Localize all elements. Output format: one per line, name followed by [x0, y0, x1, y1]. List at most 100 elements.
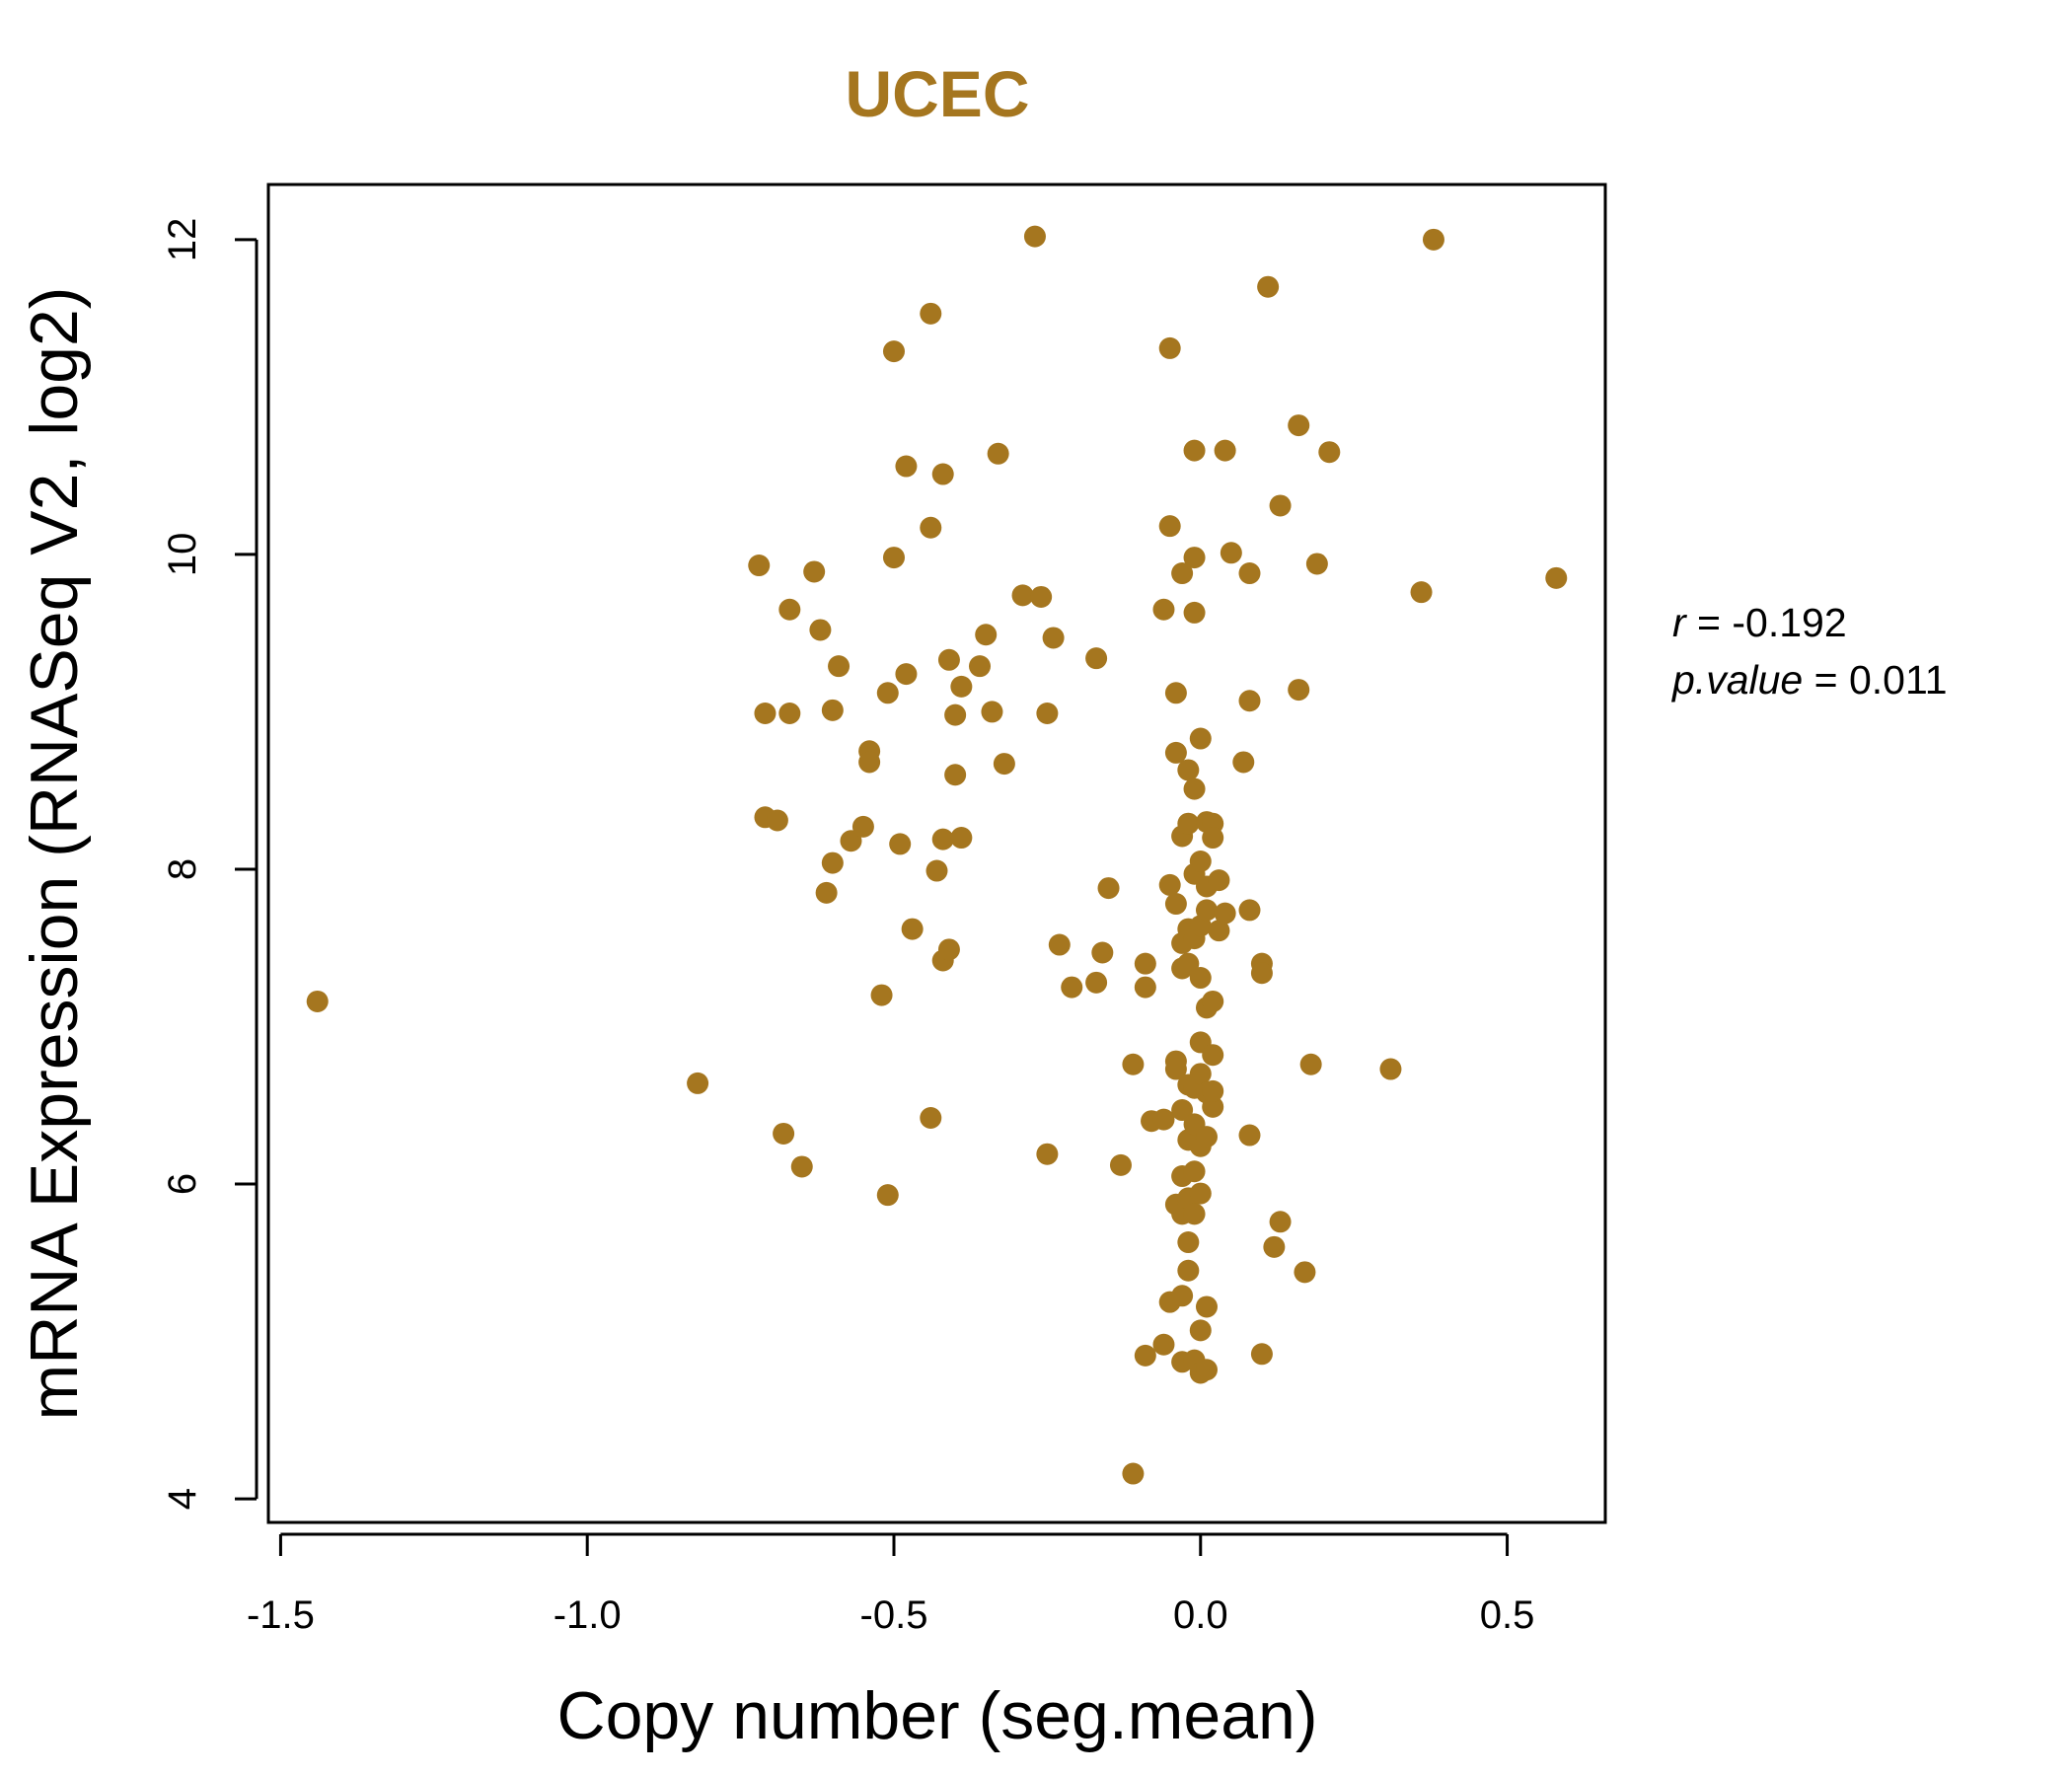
data-points [306, 225, 1568, 1485]
data-point [1158, 873, 1181, 896]
data-point [1214, 439, 1236, 462]
data-point [1158, 515, 1181, 538]
data-point [1036, 1143, 1059, 1165]
data-point [815, 881, 838, 904]
data-point [687, 1072, 709, 1094]
data-point [1036, 703, 1059, 725]
data-point [1189, 967, 1212, 990]
data-point [1202, 990, 1224, 1012]
data-point [920, 516, 942, 539]
data-point [944, 703, 967, 726]
data-point [1238, 690, 1261, 712]
data-point [1214, 902, 1236, 925]
data-point [1085, 971, 1108, 994]
data-point [1545, 566, 1568, 589]
data-point [1171, 562, 1194, 585]
data-point [937, 938, 960, 961]
data-point [1208, 869, 1230, 892]
data-point [1152, 598, 1175, 621]
y-tick-label: 8 [161, 858, 204, 880]
data-point [828, 655, 851, 678]
data-point [1177, 952, 1200, 975]
plot-frame [266, 183, 1607, 1524]
data-point [1269, 1211, 1292, 1233]
data-point [821, 851, 844, 874]
data-point [1030, 585, 1053, 608]
correlation-stats: r = -0.192 p.value = 0.011 [1670, 600, 1948, 703]
data-point [950, 675, 973, 698]
data-point [1195, 1359, 1218, 1381]
y-tick-label: 12 [161, 218, 204, 262]
data-point [1202, 827, 1224, 850]
data-point [858, 751, 881, 774]
data-point [1152, 1333, 1175, 1356]
data-point [840, 830, 862, 852]
data-point [1048, 933, 1071, 956]
data-point [1195, 1126, 1218, 1148]
data-point [1152, 1108, 1175, 1131]
data-point [920, 302, 942, 325]
data-point [944, 764, 967, 786]
x-axis: -1.5 -1.0 -0.5 0.0 0.5 [247, 1532, 1535, 1637]
x-tick-label: -1.0 [554, 1593, 622, 1637]
data-point [1202, 1044, 1224, 1067]
data-point [1097, 877, 1120, 900]
data-point [870, 984, 893, 1006]
data-point [1011, 584, 1034, 607]
data-point [1250, 1343, 1273, 1366]
data-point [748, 555, 771, 577]
data-point [1183, 547, 1206, 569]
r-statistic: r = -0.192 [1672, 600, 1847, 645]
chart-title: UCEC [845, 57, 1029, 130]
data-point [1208, 920, 1230, 942]
data-point [1023, 225, 1046, 248]
data-point [876, 682, 899, 704]
data-point [895, 663, 918, 686]
data-point [1171, 1099, 1194, 1122]
data-point [993, 753, 1015, 776]
data-point [1257, 275, 1280, 298]
x-tick-label: 0.5 [1480, 1593, 1535, 1637]
data-point [1189, 1063, 1212, 1085]
data-point [803, 560, 826, 583]
p-value: 0.011 [1849, 657, 1948, 703]
data-point [773, 1122, 795, 1145]
data-point [882, 340, 905, 363]
x-tick-label: -0.5 [860, 1593, 928, 1637]
data-point [1061, 976, 1083, 999]
data-point [925, 859, 948, 882]
data-point [1183, 1160, 1206, 1183]
data-point [1091, 941, 1114, 964]
data-point [1134, 976, 1156, 999]
data-point [1305, 553, 1328, 575]
data-point [1299, 1053, 1322, 1075]
data-point [1183, 439, 1206, 462]
data-point [889, 833, 912, 855]
x-tick-label: 0.0 [1173, 1593, 1228, 1637]
data-point [895, 455, 918, 478]
data-point [790, 1155, 813, 1178]
data-point [1288, 414, 1310, 437]
y-axis: 4 6 8 10 12 [161, 218, 259, 1510]
r-label: r [1672, 600, 1688, 645]
data-point [1122, 1462, 1145, 1485]
data-point [1318, 441, 1341, 464]
data-point [876, 1184, 899, 1207]
data-point [1042, 627, 1065, 649]
data-point [778, 703, 801, 725]
data-point [1189, 1182, 1212, 1205]
data-point [754, 703, 777, 725]
data-point [821, 699, 844, 721]
x-axis-title: Copy number (seg.mean) [556, 1678, 1317, 1753]
data-point [1250, 962, 1273, 985]
data-point [1379, 1058, 1402, 1080]
data-point [937, 648, 960, 671]
data-point [1238, 899, 1261, 922]
data-point [1177, 1231, 1200, 1254]
data-point [1171, 1285, 1194, 1307]
data-point [950, 827, 973, 850]
data-point [1164, 893, 1187, 916]
data-point [1164, 1058, 1187, 1080]
data-point [1202, 1079, 1224, 1102]
